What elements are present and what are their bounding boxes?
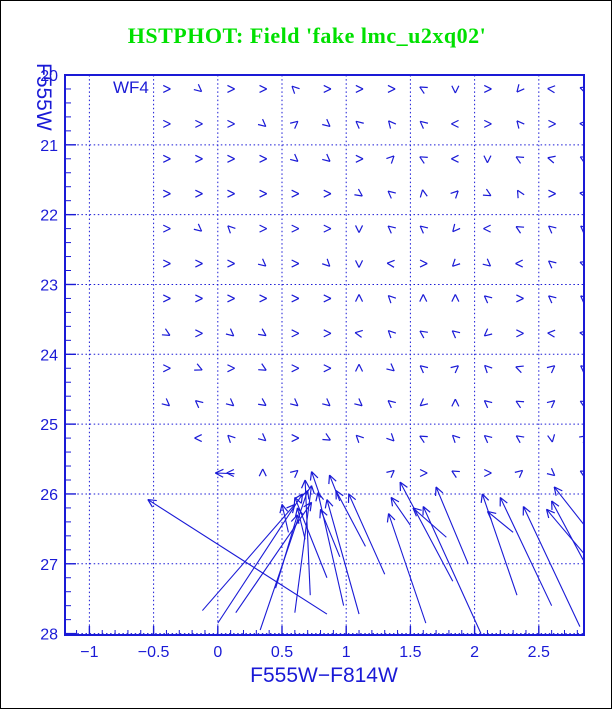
y-axis-title: F555W [32,63,55,131]
svg-text:0: 0 [213,644,222,661]
svg-text:0.5: 0.5 [271,644,293,661]
svg-text:−1: −1 [80,644,98,661]
svg-text:2.5: 2.5 [528,644,550,661]
svg-text:27: 27 [40,557,58,574]
generated-plot-layers: −1 −0.5 0 0.5 1 1.5 2 2.5 20 21 22 23 24 25 26 27 28 [40,68,585,661]
svg-text:22: 22 [40,208,58,225]
svg-text:1: 1 [342,644,351,661]
svg-text:20: 20 [40,68,58,85]
svg-text:25: 25 [40,417,58,434]
chart-title: HSTPHOT: Field 'fake lmc_u2xq02' [127,23,487,48]
panel-label-wf4: WF4 [113,78,149,97]
svg-text:26: 26 [40,487,58,504]
svg-text:28: 28 [40,627,58,644]
x-axis-title: F555W−F814W [250,664,398,687]
svg-text:21: 21 [40,138,58,155]
svg-text:1.5: 1.5 [399,644,421,661]
svg-text:23: 23 [40,277,58,294]
svg-text:24: 24 [40,347,58,364]
svg-text:2: 2 [470,644,479,661]
svg-text:−0.5: −0.5 [138,644,170,661]
